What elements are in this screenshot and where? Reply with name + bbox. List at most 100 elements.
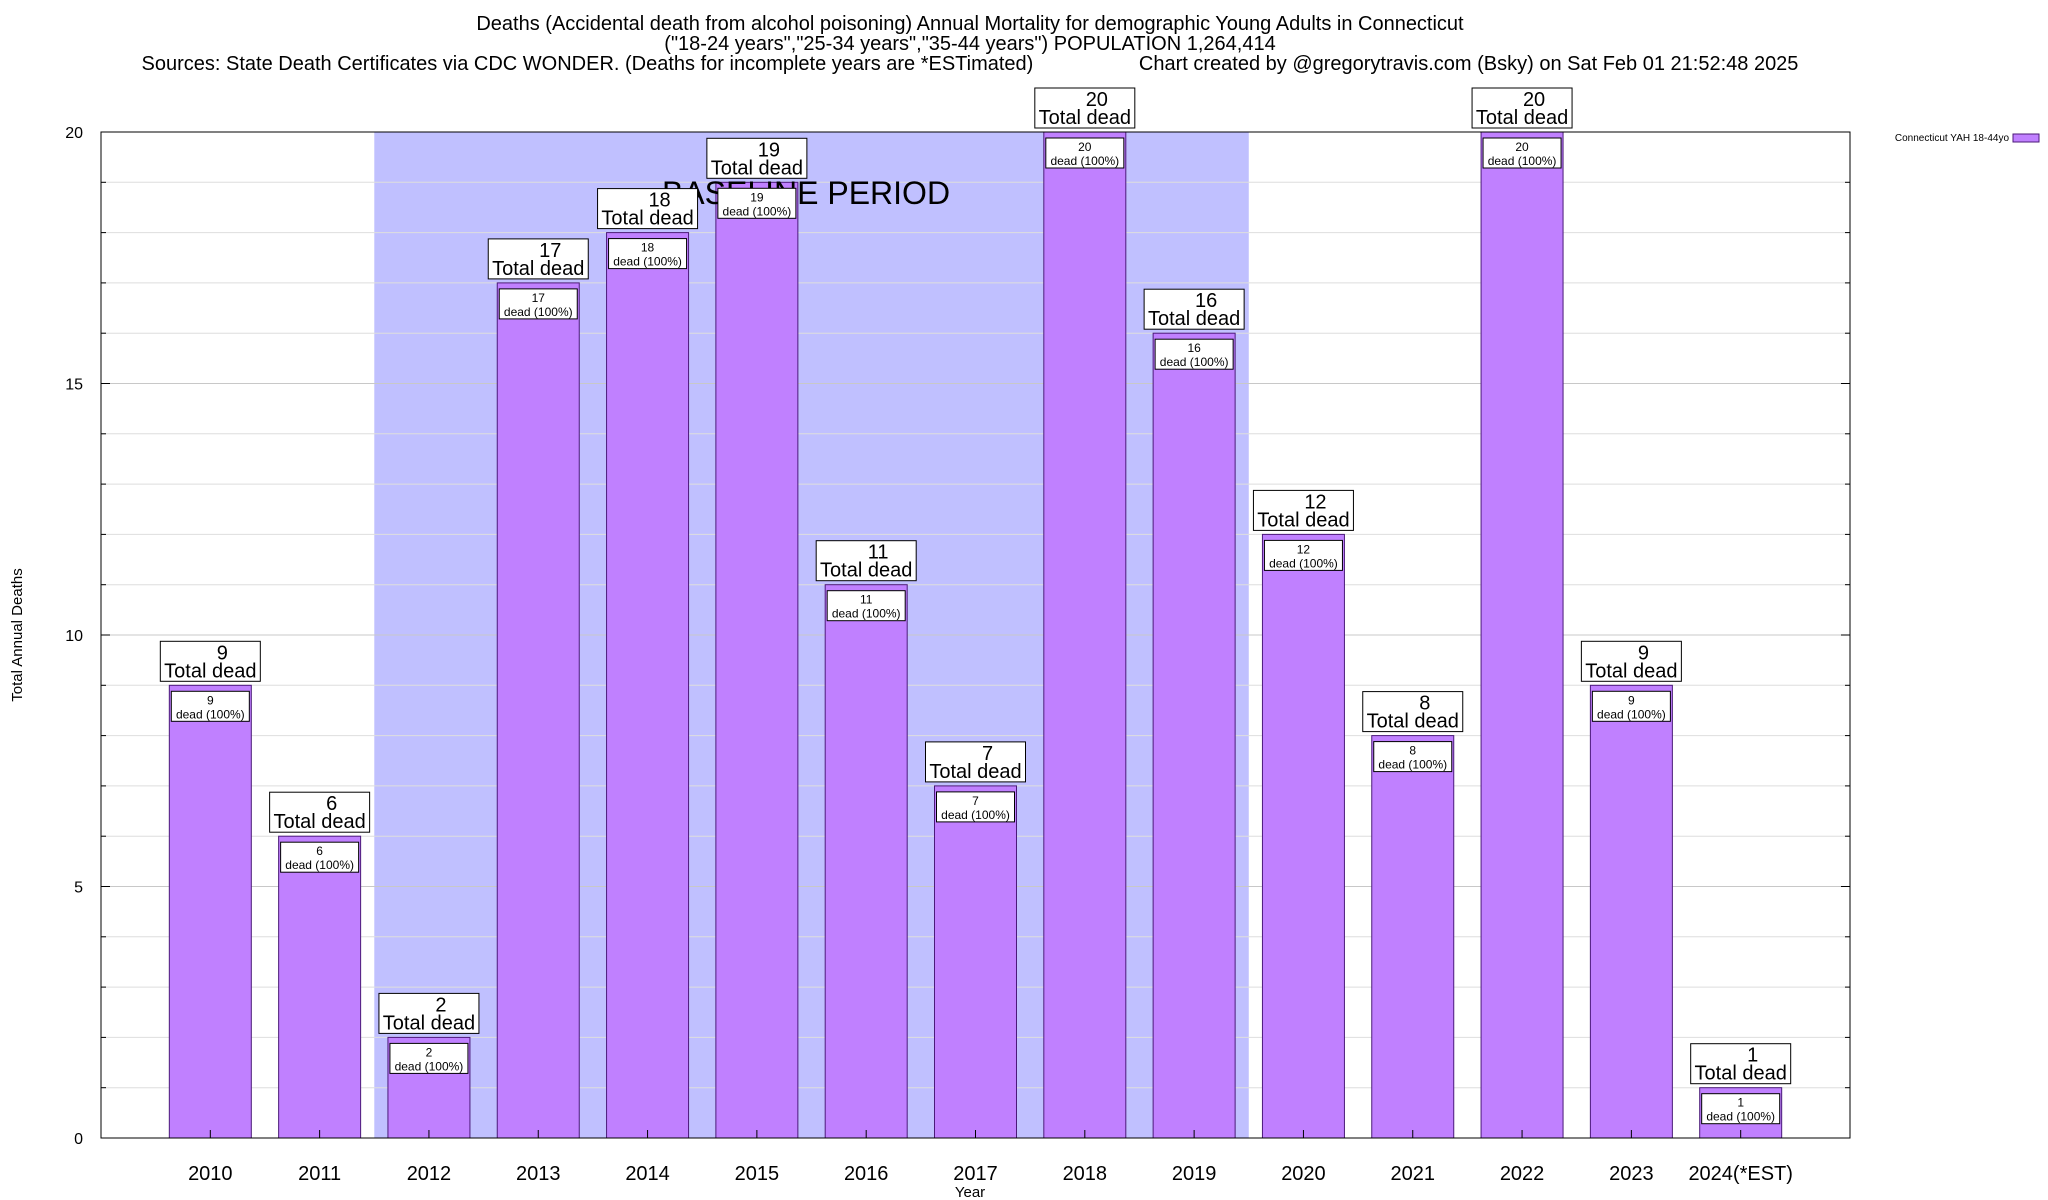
inner-label-text: dead (100%) (1706, 1110, 1775, 1124)
bar (168, 684, 252, 1139)
bar (1261, 533, 1345, 1139)
inner-label-box (1263, 539, 1343, 571)
total-label-text: Total dead (1367, 711, 1459, 733)
total-label-text: Total dead (1476, 107, 1568, 129)
total-label-value: 12 (1304, 491, 1326, 513)
total-label-value: 2 (435, 994, 446, 1016)
bar (1152, 332, 1236, 1139)
total-label-text: Total dead (711, 157, 803, 179)
bar (1589, 684, 1673, 1139)
inner-label-box (1373, 741, 1453, 773)
total-label-value: 8 (1419, 693, 1430, 715)
inner-label-text: dead (100%) (1378, 758, 1447, 772)
inner-label-box (389, 1042, 469, 1074)
bar (715, 181, 799, 1139)
total-label-box (815, 540, 917, 582)
total-label-value: 18 (648, 190, 670, 212)
inner-label-value: 17 (532, 291, 546, 305)
x-tick-label: 2016 (844, 1163, 889, 1185)
y-axis-label: Total Annual Deaths (9, 568, 26, 701)
inner-label-box (936, 791, 1015, 823)
inner-label-box (1591, 690, 1671, 722)
inner-label-value: 12 (1297, 542, 1311, 556)
inner-label-value: 19 (750, 190, 764, 204)
inner-label-value: 6 (316, 844, 323, 858)
total-label-value: 19 (758, 139, 780, 161)
inner-label-value: 18 (641, 241, 655, 255)
inner-label-text: dead (100%) (613, 255, 682, 269)
bar (1480, 131, 1564, 1139)
inner-label-box (1045, 137, 1125, 169)
x-tick-label: 2010 (188, 1163, 233, 1185)
inner-label-box (1482, 137, 1562, 169)
x-tick-label: 2013 (516, 1163, 561, 1185)
total-label-text: Total dead (1257, 509, 1349, 531)
y-tick-label: 5 (74, 880, 83, 897)
inner-label-value: 1 (1737, 1096, 1744, 1110)
inner-label-text: dead (100%) (1160, 355, 1229, 369)
inner-label-box (826, 590, 906, 622)
total-label-box (378, 992, 480, 1034)
total-label-box (1252, 489, 1354, 531)
x-axis-label: Year (955, 1184, 985, 1200)
inner-label-box (608, 238, 688, 270)
inner-label-text: dead (100%) (285, 858, 354, 872)
x-tick-label: 2015 (735, 1163, 780, 1185)
bar (278, 835, 362, 1139)
total-label-box (269, 791, 371, 833)
x-tick-label: 2012 (407, 1163, 452, 1185)
inner-label-box (1154, 338, 1234, 370)
inner-label-value: 16 (1187, 341, 1201, 355)
inner-label-text: dead (100%) (504, 305, 573, 319)
total-label-value: 17 (539, 240, 561, 262)
total-label-text: Total dead (1039, 107, 1131, 129)
inner-label-text: dead (100%) (832, 607, 901, 621)
total-label-box (487, 238, 589, 280)
inner-label-value: 9 (1628, 693, 1635, 707)
inner-label-value: 20 (1078, 140, 1092, 154)
inner-label-box (717, 187, 797, 219)
inner-label-text: dead (100%) (1269, 556, 1338, 570)
legend: Connecticut YAH 18-44yo (1895, 133, 2040, 144)
total-label-box (1034, 87, 1136, 129)
x-tick-label: 2014 (625, 1163, 670, 1185)
y-tick-label: 10 (65, 628, 83, 645)
total-label-box (706, 137, 808, 179)
x-tick-label: 2023 (1609, 1163, 1654, 1185)
inner-label-text: dead (100%) (1050, 154, 1119, 168)
baseline-period-label: BASELINE PERIOD (662, 175, 950, 211)
inner-label-box (280, 841, 360, 873)
x-tick-label: 2019 (1172, 1163, 1217, 1185)
total-label-text: Total dead (1585, 660, 1677, 682)
x-tick-label: 2020 (1281, 1163, 1326, 1185)
total-label-value: 20 (1086, 89, 1108, 111)
total-label-text: Total dead (601, 208, 693, 230)
total-label-value: 16 (1195, 290, 1217, 312)
total-label-text: Total dead (820, 560, 912, 582)
total-label-box (1143, 288, 1245, 330)
total-label-box (1690, 1043, 1792, 1085)
total-label-box (1580, 640, 1682, 682)
inner-label-value: 9 (207, 693, 214, 707)
legend-series-name: Connecticut YAH 18-44yo (1895, 133, 2010, 144)
total-label-box (925, 741, 1026, 783)
total-label-value: 9 (217, 642, 228, 664)
chart-title: Deaths (Accidental death from alcohol po… (476, 13, 1464, 35)
y-tick-label: 15 (65, 377, 83, 394)
bar (1043, 131, 1127, 1139)
total-label-value: 11 (868, 542, 889, 564)
inner-label-text: dead (100%) (1597, 707, 1666, 721)
x-tick-label: 2021 (1391, 1163, 1436, 1185)
inner-label-value: 8 (1409, 744, 1416, 758)
total-label-value: 7 (982, 743, 993, 765)
bar (606, 232, 690, 1139)
total-label-text: Total dead (1148, 308, 1240, 330)
inner-label-box (498, 288, 578, 320)
inner-label-box (170, 690, 250, 722)
inner-label-box (1701, 1093, 1781, 1125)
total-label-text: Total dead (1695, 1063, 1787, 1085)
inner-label-text: dead (100%) (395, 1059, 464, 1073)
